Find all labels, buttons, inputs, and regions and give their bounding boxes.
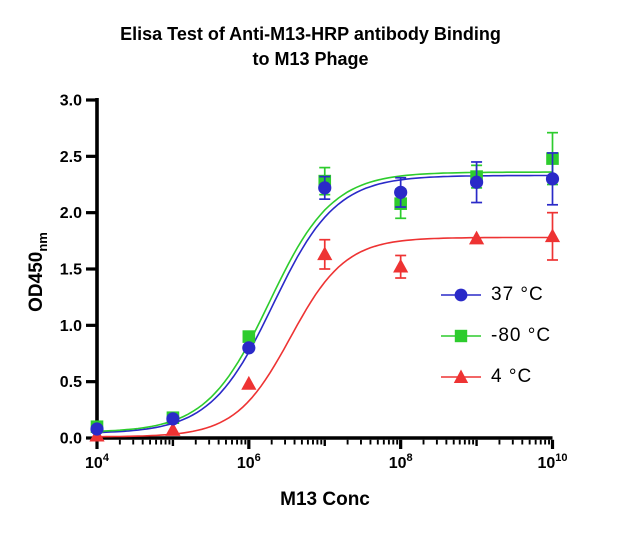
data-point-triangle — [165, 422, 181, 436]
legend-item-circle: 37 °C — [441, 274, 551, 315]
legend-item-square: -80 °C — [441, 315, 551, 356]
legend-marker-square-icon — [441, 329, 481, 342]
x-axis-label: M13 Conc — [280, 489, 370, 510]
x-tick-label: 108 — [389, 452, 413, 472]
legend: 37 °C -80 °C 4 °C — [441, 274, 551, 397]
data-point-triangle — [468, 230, 485, 245]
legend-marker-circle-icon — [441, 288, 481, 301]
y-tick-label: 2.0 — [60, 205, 82, 222]
data-point-circle — [242, 341, 256, 355]
data-point-circle — [394, 185, 408, 199]
data-point-triangle — [393, 258, 409, 273]
data-point-square — [242, 330, 256, 343]
y-tick-label: 3.0 — [60, 93, 82, 110]
y-tick-label: 1.5 — [60, 262, 82, 279]
legend-label: 37 °C — [491, 283, 544, 305]
y-tick-label: 1.0 — [60, 318, 82, 335]
y-axis-label-text: OD450 — [26, 251, 48, 312]
y-axis-label: OD450nm — [26, 232, 50, 312]
chart-title-line1: Elisa Test of Anti-M13-HRP antibody Bind… — [120, 24, 501, 44]
y-tick-label: 0.0 — [60, 431, 82, 448]
y-tick-label: 2.5 — [60, 149, 82, 166]
x-tick-label: 1010 — [537, 452, 567, 472]
y-tick-label: 0.5 — [60, 374, 82, 391]
legend-label: 4 °C — [491, 365, 533, 387]
legend-label: -80 °C — [491, 324, 552, 346]
data-point-circle — [90, 422, 104, 436]
chart-title: Elisa Test of Anti-M13-HRP antibody Bind… — [0, 22, 621, 72]
x-tick-label: 106 — [237, 452, 261, 472]
legend-item-triangle: 4 °C — [441, 356, 551, 397]
data-point-circle — [318, 181, 332, 195]
data-point-circle — [469, 175, 484, 189]
data-point-circle — [166, 412, 180, 426]
x-tick-label: 104 — [85, 452, 110, 472]
y-axis-label-subscript: nm — [34, 232, 50, 252]
legend-marker-triangle-icon — [441, 369, 481, 383]
chart-title-line2: to M13 Phage — [252, 49, 369, 69]
data-point-triangle — [317, 246, 333, 261]
data-point-triangle — [241, 375, 257, 390]
data-point-triangle — [544, 228, 561, 243]
data-point-circle — [545, 172, 560, 186]
